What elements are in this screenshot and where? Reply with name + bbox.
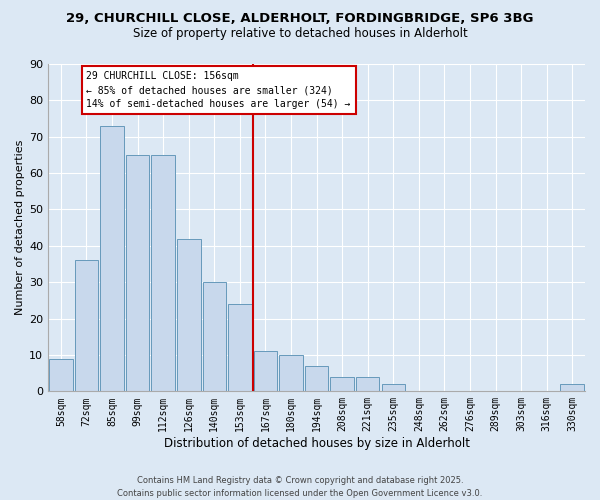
Bar [151, 155, 175, 392]
Bar [331, 377, 354, 392]
Y-axis label: Number of detached properties: Number of detached properties [15, 140, 25, 316]
Bar [356, 377, 379, 392]
Bar [254, 352, 277, 392]
Bar [560, 384, 584, 392]
Bar [126, 155, 149, 392]
Bar [203, 282, 226, 392]
X-axis label: Distribution of detached houses by size in Alderholt: Distribution of detached houses by size … [164, 437, 470, 450]
Text: 29 CHURCHILL CLOSE: 156sqm
← 85% of detached houses are smaller (324)
14% of sem: 29 CHURCHILL CLOSE: 156sqm ← 85% of deta… [86, 72, 351, 110]
Bar [382, 384, 405, 392]
Bar [279, 355, 303, 392]
Text: Contains HM Land Registry data © Crown copyright and database right 2025.
Contai: Contains HM Land Registry data © Crown c… [118, 476, 482, 498]
Bar [100, 126, 124, 392]
Bar [49, 358, 73, 392]
Bar [305, 366, 328, 392]
Text: 29, CHURCHILL CLOSE, ALDERHOLT, FORDINGBRIDGE, SP6 3BG: 29, CHURCHILL CLOSE, ALDERHOLT, FORDINGB… [66, 12, 534, 26]
Bar [177, 238, 200, 392]
Bar [228, 304, 251, 392]
Text: Size of property relative to detached houses in Alderholt: Size of property relative to detached ho… [133, 28, 467, 40]
Bar [75, 260, 98, 392]
